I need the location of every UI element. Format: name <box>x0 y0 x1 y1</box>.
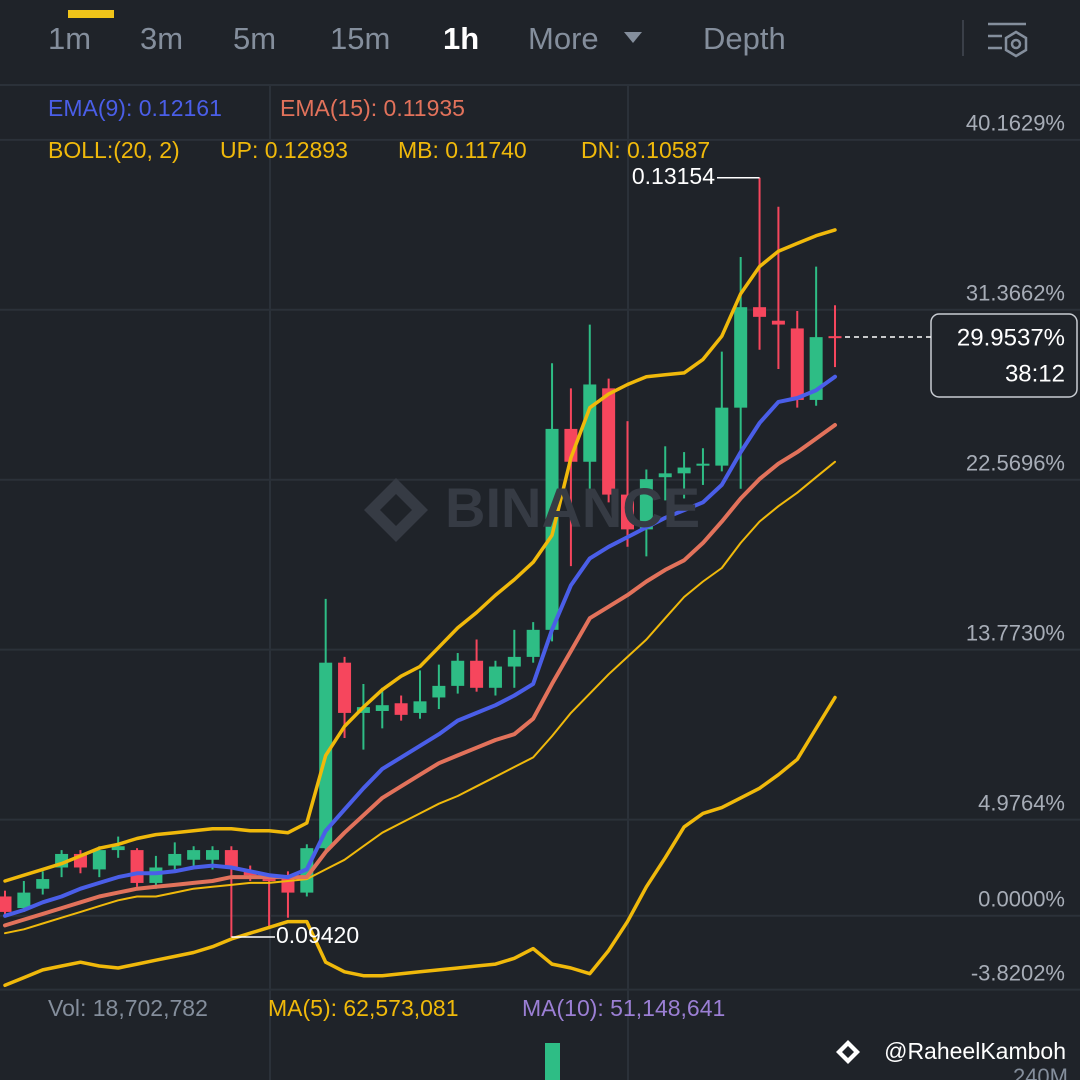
candle-body <box>451 660 465 686</box>
high-label: 0.13154 <box>632 163 715 189</box>
volume-label: Vol: 18,702,782 <box>48 995 208 1021</box>
candle-body <box>111 846 125 851</box>
tab[interactable]: More <box>528 21 599 56</box>
indicator-line <box>3 228 837 883</box>
candle-body <box>356 707 370 713</box>
candle-body <box>92 850 106 870</box>
legend-entry: UP: 0.12893 <box>220 137 348 163</box>
candle-body <box>0 896 12 912</box>
credit-icon <box>836 1040 860 1064</box>
candle-body <box>507 656 521 667</box>
candle-body <box>677 467 691 474</box>
candle-body <box>413 701 427 713</box>
legend-entry: EMA(9): 0.12161 <box>48 95 222 121</box>
candle-body <box>639 479 653 530</box>
candle-body <box>621 494 634 530</box>
watermark: BINANCE <box>445 476 700 539</box>
y-tick-label: 0.0000% <box>978 887 1065 912</box>
credit: @RaheelKamboh <box>884 1038 1066 1064</box>
candle-body <box>696 463 710 466</box>
tab[interactable]: 3m <box>140 21 183 56</box>
candle-body <box>470 660 484 688</box>
indicator-line <box>3 695 837 988</box>
tab[interactable]: Depth <box>703 21 786 56</box>
y-tick-label: 4.9764% <box>978 790 1065 815</box>
candle-body <box>338 662 352 713</box>
candle-body <box>168 853 182 866</box>
candle-body <box>828 336 842 339</box>
candle-body <box>526 629 540 657</box>
candle-body <box>809 337 823 400</box>
boll-title: BOLL:(20, 2) <box>48 137 180 163</box>
legend-entry: DN: 0.10587 <box>581 137 710 163</box>
y-tick-label: -3.8202% <box>971 960 1065 985</box>
plot: 40.1629% 31.3662% 22.5696% 13.7730% 4.9764% 0… <box>0 85 1080 1080</box>
countdown: 38:12 <box>1005 360 1065 387</box>
price-box <box>930 313 1078 398</box>
y-tick-label: 31.3662% <box>966 281 1065 306</box>
candle-body <box>488 666 502 688</box>
watermark-logo <box>364 478 428 542</box>
ma10-label: MA(10): 51,148,641 <box>522 995 725 1021</box>
candle-body <box>281 877 295 893</box>
indicator-line <box>3 374 837 918</box>
candle-body <box>262 879 276 882</box>
candle-body <box>753 307 767 317</box>
low-label: 0.09420 <box>276 922 359 948</box>
legend-entry: EMA(15): 0.11935 <box>280 95 465 121</box>
tab[interactable]: 5m <box>233 21 276 56</box>
candle-body <box>658 473 672 478</box>
candle-body <box>17 892 31 909</box>
y-tick-label: 13.7730% <box>966 620 1065 645</box>
candle-body <box>375 705 389 711</box>
settings-icon[interactable] <box>988 22 1028 58</box>
candle-body <box>224 850 238 868</box>
y-tick-label: 40.1629% <box>966 111 1065 136</box>
candle-body <box>432 685 446 698</box>
ma5-label: MA(5): 62,573,081 <box>268 995 459 1021</box>
tab-indicator <box>68 10 114 18</box>
tab[interactable]: 1m <box>48 21 91 56</box>
indicator-line <box>4 460 836 935</box>
tab-bar: 1m 3m 5m 15m 1h More Depth <box>48 21 786 56</box>
candle-body <box>790 328 804 400</box>
y-tick-label: 22.5696% <box>966 451 1065 476</box>
candle-body <box>734 307 748 408</box>
current-price-label: 29.9537% <box>957 324 1065 351</box>
candle-body <box>130 850 144 883</box>
candle-body <box>394 703 408 715</box>
candle-body <box>602 388 616 495</box>
candle-body <box>187 850 201 860</box>
dropdown-arrow <box>624 32 642 43</box>
candle-body <box>771 320 785 325</box>
volume-bar <box>545 1043 560 1080</box>
volume-axis-label: 240M <box>1013 1064 1068 1080</box>
tab[interactable]: 1h <box>443 21 479 56</box>
candle-body <box>715 407 729 466</box>
candle-body <box>36 879 50 889</box>
candle-body <box>206 850 219 860</box>
indicator-line <box>3 423 837 928</box>
tab[interactable]: 15m <box>330 21 390 56</box>
legend-entry: MB: 0.11740 <box>398 137 527 163</box>
